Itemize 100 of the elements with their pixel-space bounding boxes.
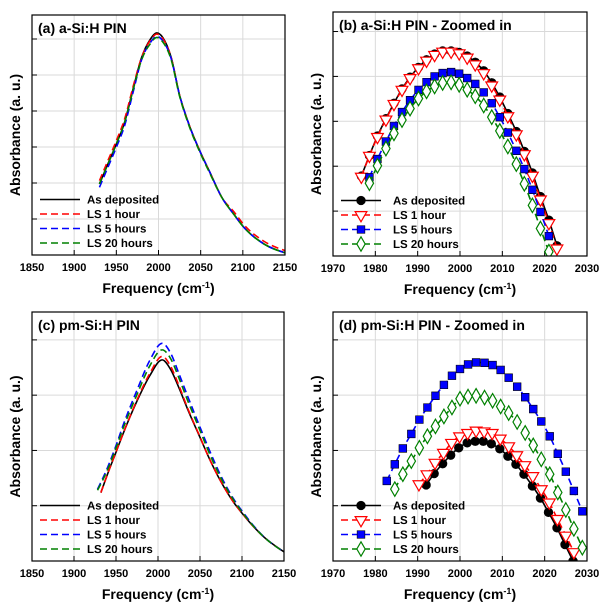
legend-label: As deposited [393, 500, 466, 512]
legend-label: LS 1 hour [393, 515, 447, 527]
x-tick-label: 1850 [20, 262, 44, 274]
x-tick-label: 2030 [574, 263, 600, 276]
x-tick-label: 1970 [320, 568, 346, 580]
point [471, 80, 480, 88]
point [437, 448, 450, 460]
point [486, 439, 496, 449]
legend-label: As deposited [87, 194, 160, 206]
point [536, 208, 545, 216]
point [504, 374, 513, 382]
point [496, 366, 505, 374]
x-tick-label: 1950 [104, 262, 129, 274]
x-tick-label: 1950 [104, 568, 128, 580]
x-tick-label: 1980 [363, 263, 388, 276]
point [488, 99, 496, 108]
point [529, 404, 538, 414]
x-tick-label: 2050 [188, 568, 212, 580]
legend-label: LS 20 hours [87, 544, 153, 556]
point [520, 164, 529, 174]
y-axis-title: Absorbance (a. u.) [7, 74, 23, 196]
legend-label: LS 5 hours [393, 530, 452, 542]
point [407, 430, 416, 438]
point [480, 358, 489, 368]
point [526, 472, 540, 484]
point [454, 443, 464, 452]
point [494, 434, 507, 446]
point [480, 88, 488, 97]
x-tick-label: 2020 [532, 568, 557, 580]
point [438, 68, 447, 78]
point [578, 507, 587, 516]
y-axis-title: Absorbance (a. u.) [7, 375, 23, 498]
point [464, 360, 472, 369]
x-axis-title: Frequency (cm$^{-1}$) [404, 281, 516, 297]
point [431, 392, 440, 400]
chart-title: (d) pm-Si:H PIN - Zoomed in [339, 317, 525, 333]
x-tick-label: 2030 [574, 568, 600, 580]
x-axis-title: Frequency (cm$^{-1}$) [404, 586, 516, 602]
x-tick-label: 2150 [272, 568, 296, 580]
point [456, 364, 464, 374]
point [430, 72, 439, 81]
point [488, 360, 497, 370]
point [415, 415, 424, 424]
point [390, 460, 399, 468]
x-tick-label: 2000 [448, 568, 472, 580]
x-axis-title: Frequency (cm$^{-1}$) [102, 586, 214, 602]
x-tick-label: 2010 [490, 568, 515, 580]
point [398, 444, 408, 453]
y-axis-title: Absorbance (a. u.) [308, 72, 324, 196]
point [528, 186, 537, 194]
legend-label: LS 5 hours [87, 224, 146, 236]
point [562, 467, 570, 476]
x-tick-label: 2100 [230, 262, 256, 274]
y-axis-title: Absorbance (a. u.) [308, 375, 324, 498]
point [470, 436, 480, 446]
point [550, 514, 564, 526]
x-tick-label: 1990 [405, 263, 430, 276]
point [446, 68, 456, 76]
x-tick-label: 2000 [146, 568, 170, 580]
point [461, 428, 474, 440]
x-tick-label: 2050 [188, 262, 213, 274]
legend-label: LS 20 hours [393, 544, 459, 556]
point [422, 78, 431, 86]
point [423, 403, 432, 412]
point [472, 358, 480, 367]
x-tick-label: 1970 [320, 263, 346, 276]
x-tick-label: 1900 [62, 568, 86, 580]
legend-label: LS 5 hours [87, 530, 146, 542]
legend-label: As deposited [393, 196, 466, 208]
x-tick-label: 2000 [448, 263, 472, 276]
point [512, 146, 520, 155]
x-tick-label: 1990 [405, 568, 430, 580]
chart-title: (a) a-Si:H PIN [38, 20, 127, 36]
chart-title: (c) pm-Si:H PIN [38, 317, 140, 333]
x-tick-label: 1850 [20, 568, 44, 580]
point [542, 498, 556, 510]
point [544, 508, 554, 518]
point [445, 438, 458, 450]
point [567, 548, 580, 560]
point [486, 428, 499, 440]
legend-label: LS 1 hour [87, 515, 141, 527]
point [537, 417, 546, 426]
x-tick-label: 2020 [532, 263, 557, 276]
point [463, 74, 472, 82]
point [512, 382, 522, 391]
x-axis-title: Frequency (cm$^{-1}$) [102, 280, 215, 296]
legend-label: As deposited [87, 500, 160, 512]
point [454, 70, 464, 78]
x-tick-label: 2100 [230, 568, 254, 580]
point [478, 436, 488, 446]
legend-label: LS 20 hours [393, 239, 459, 251]
x-tick-label: 2000 [146, 262, 171, 274]
x-tick-label: 2150 [272, 262, 298, 274]
point [496, 113, 504, 122]
point [495, 444, 504, 454]
point [503, 451, 513, 461]
point [518, 461, 532, 472]
x-tick-label: 1980 [363, 568, 388, 580]
point [521, 393, 530, 402]
chart-title: (b) a-Si:H PIN - Zoomed in [339, 17, 512, 33]
